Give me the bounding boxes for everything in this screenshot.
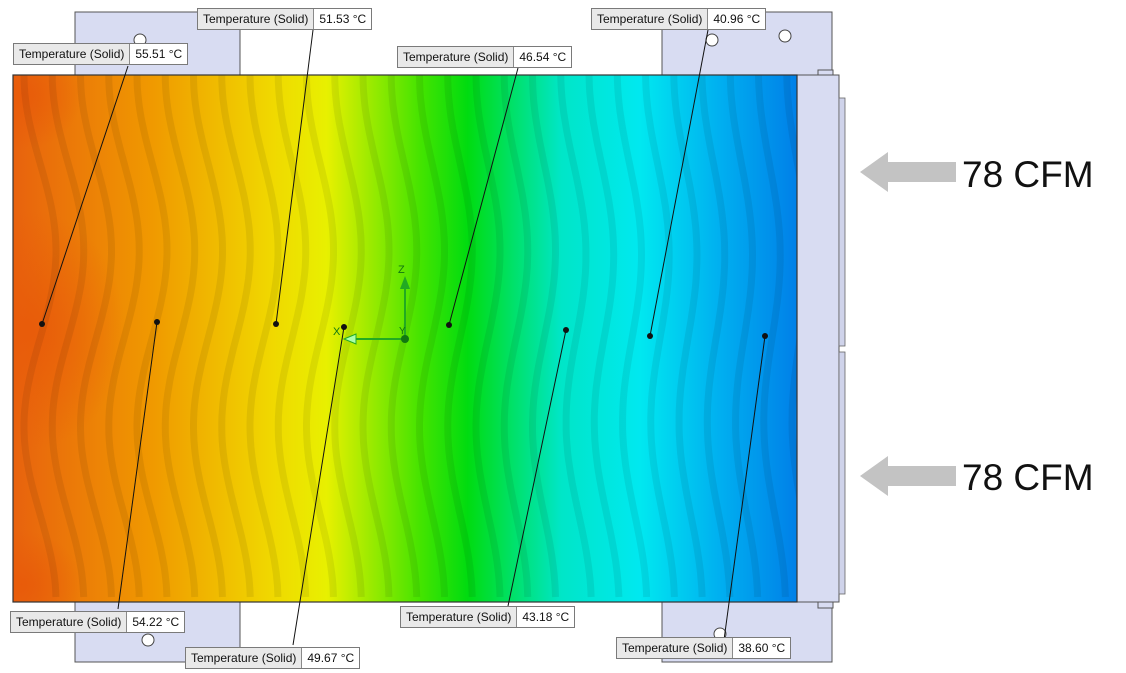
probe-name: Temperature (Solid) — [401, 607, 518, 627]
isotherm-band — [755, 75, 789, 598]
isotherm-band — [246, 75, 282, 598]
isotherm-band — [105, 75, 143, 598]
isotherm-band — [726, 75, 762, 598]
axis-y-label: Y — [399, 326, 406, 337]
isotherm-band — [359, 75, 393, 598]
probe-leaders — [41, 29, 766, 646]
probe-points — [39, 319, 768, 339]
plate-outline — [12, 74, 798, 603]
airflow-arrow-icon — [860, 152, 956, 192]
isotherm-band — [303, 75, 337, 598]
isotherm-band — [642, 75, 678, 598]
probe-point — [563, 327, 569, 333]
probe-value: 43.18 °C — [517, 607, 575, 627]
airflow-arrow-icon — [860, 456, 956, 496]
isotherm-band — [161, 75, 199, 598]
probe-label-55-51: Temperature (Solid) 55.51 °C — [13, 43, 189, 65]
probe-point — [762, 333, 768, 339]
probe-point — [341, 324, 347, 330]
isotherm-band — [613, 75, 651, 598]
probe-name: Temperature (Solid) — [592, 9, 709, 29]
probe-label-43-18: Temperature (Solid) 43.18 °C — [400, 606, 576, 628]
axis-z-label: Z — [398, 264, 405, 276]
isotherm-band — [218, 75, 254, 598]
isotherm-band — [20, 75, 60, 598]
probe-point — [446, 322, 452, 328]
isotherm-band — [529, 75, 559, 598]
probe-label-38-60: Temperature (Solid) 38.60 °C — [616, 637, 792, 659]
isotherm-band — [670, 75, 706, 598]
probe-value: 55.51 °C — [130, 44, 188, 64]
isotherm-band — [557, 75, 595, 598]
probe-value: 38.60 °C — [733, 638, 791, 658]
probe-point — [647, 333, 653, 339]
isotherm-band — [500, 75, 532, 598]
airflow-label-top: 78 CFM — [962, 154, 1094, 195]
probe-point — [39, 321, 45, 327]
axis-triad: Z X Y — [333, 264, 410, 345]
probe-name: Temperature (Solid) — [198, 9, 315, 29]
isotherm-band — [274, 75, 310, 598]
probe-point — [154, 319, 160, 325]
probe-name: Temperature (Solid) — [617, 638, 734, 658]
airflow-label-bottom: 78 CFM — [962, 457, 1094, 498]
isotherm-band — [472, 75, 504, 598]
isotherm-band — [331, 75, 365, 598]
fan-housing — [796, 74, 846, 603]
isotherm-band — [190, 75, 226, 598]
probe-point — [273, 321, 279, 327]
probe-value: 46.54 °C — [514, 47, 572, 67]
isotherm-band — [585, 75, 623, 598]
probe-label-49-67: Temperature (Solid) 49.67 °C — [185, 647, 361, 669]
probe-value: 40.96 °C — [708, 9, 766, 29]
isotherm-band — [416, 75, 448, 598]
probe-label-54-22: Temperature (Solid) 54.22 °C — [10, 611, 186, 633]
probe-name: Temperature (Solid) — [14, 44, 131, 64]
probe-value: 54.22 °C — [127, 612, 185, 632]
probe-name: Temperature (Solid) — [398, 47, 515, 67]
isotherm-band — [48, 75, 88, 598]
probe-name: Temperature (Solid) — [186, 648, 303, 668]
probe-value: 49.67 °C — [302, 648, 360, 668]
axis-x-label: X — [333, 326, 341, 338]
probe-value: 51.53 °C — [314, 9, 372, 29]
probe-label-51-53: Temperature (Solid) 51.53 °C — [197, 8, 373, 30]
isotherm-band — [444, 75, 476, 598]
isotherm-band — [133, 75, 171, 598]
probe-label-40-96: Temperature (Solid) 40.96 °C — [591, 8, 767, 30]
isotherm-band — [698, 75, 734, 598]
triad-origin — [401, 335, 409, 343]
probe-name: Temperature (Solid) — [11, 612, 128, 632]
probe-label-46-54: Temperature (Solid) 46.54 °C — [397, 46, 573, 68]
